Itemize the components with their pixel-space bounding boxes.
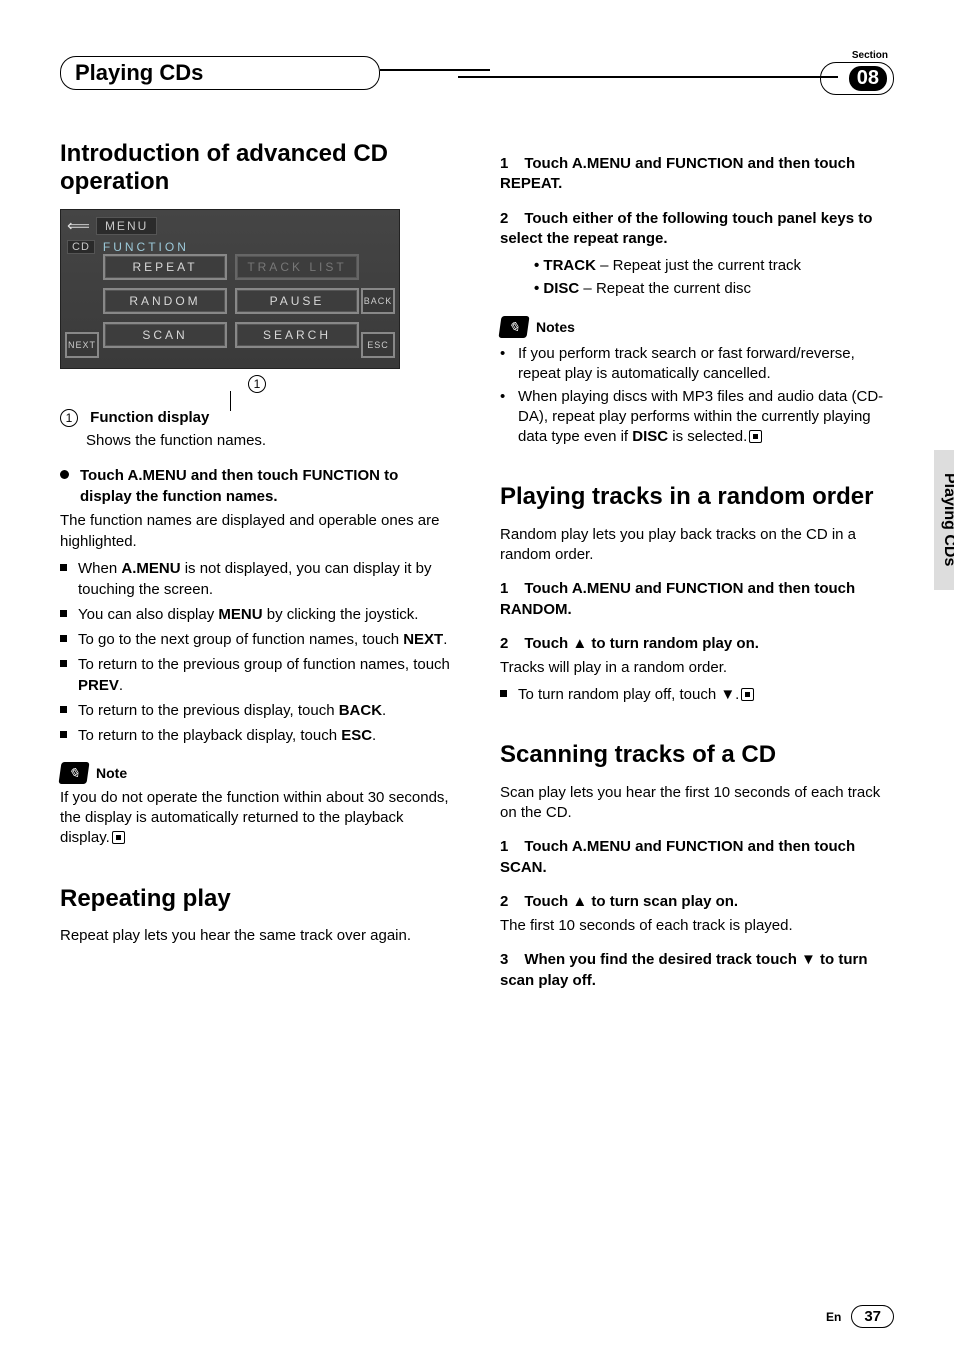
callout: 1 [60, 375, 454, 393]
step-text: Touch A.MENU and FUNCTION and then touch… [500, 580, 855, 617]
footer-page-number: 37 [851, 1305, 894, 1328]
bullet-item: To go to the next group of function name… [60, 629, 454, 650]
random-step-1: 1Touch A.MENU and FUNCTION and then touc… [500, 579, 894, 620]
scan-step-2-body: The first 10 seconds of each track is pl… [500, 916, 894, 936]
scan-body: Scan play lets you hear the first 10 sec… [500, 783, 894, 824]
end-mark-icon [112, 831, 125, 844]
step-text: Touch ▲ to turn scan play on. [524, 893, 738, 910]
footer-lang: En [826, 1310, 841, 1324]
note-header: ✎ Note [60, 762, 454, 784]
callout-number: 1 [248, 375, 266, 393]
note-item: When playing discs with MP3 files and au… [500, 387, 894, 448]
repeat-step-1: 1Touch A.MENU and FUNCTION and then touc… [500, 154, 894, 195]
repeat-options: TRACK – Repeat just the current track DI… [534, 255, 894, 300]
step-text: Touch A.MENU and FUNCTION and then touch… [500, 838, 855, 875]
repeating-body: Repeat play lets you hear the same track… [60, 926, 454, 946]
display-pause-button: PAUSE [235, 288, 359, 314]
repeat-step-2: 2Touch either of the following touch pan… [500, 209, 894, 250]
intro-heading: Introduction of advanced CD operation [60, 140, 454, 195]
repeating-heading: Repeating play [60, 885, 454, 913]
end-mark-icon [741, 688, 754, 701]
notes-header: ✎ Notes [500, 316, 894, 338]
option-desc: Repeat just the current track [613, 257, 801, 274]
note-icon: ✎ [498, 316, 529, 338]
scan-heading: Scanning tracks of a CD [500, 741, 894, 769]
display-source-label: CD [67, 240, 95, 254]
scan-step-1: 1Touch A.MENU and FUNCTION and then touc… [500, 837, 894, 878]
step-text: Touch either of the following touch pane… [500, 210, 872, 247]
left-column: Introduction of advanced CD operation ⟸ … [60, 140, 454, 991]
bullet-item: To return to the previous display, touch… [60, 700, 454, 721]
function-display-item: 1 Function display [60, 409, 454, 427]
random-heading: Playing tracks in a random order [500, 483, 894, 511]
display-repeat-button: REPEAT [103, 254, 227, 280]
option-label: DISC [543, 280, 579, 297]
notes-title: Notes [536, 319, 575, 335]
scan-step-2: 2Touch ▲ to turn scan play on. [500, 892, 894, 912]
bullet-item: To return to the playback display, touch… [60, 725, 454, 746]
callout-leader [230, 391, 231, 411]
lead-body: The function names are displayed and ope… [60, 511, 454, 552]
right-column: 1Touch A.MENU and FUNCTION and then touc… [500, 140, 894, 991]
bullet-item: To turn random play off, touch ▼. [500, 684, 894, 705]
random-step-2: 2Touch ▲ to turn random play on. [500, 634, 894, 654]
page: Playing CDs Section 08 Introduction of a… [0, 0, 954, 1352]
note-title: Note [96, 765, 127, 781]
function-desc: Shows the function names. [86, 431, 454, 451]
side-tab-label: Playing CDs [940, 473, 954, 566]
function-display-screenshot: ⟸ MENU CD FUNCTION REPEAT TRACK LIST RA [60, 209, 400, 369]
display-button-grid: REPEAT TRACK LIST RANDOM PAUSE SCAN SEAR… [103, 254, 359, 356]
instruction-bullets: When A.MENU is not displayed, you can di… [60, 558, 454, 746]
function-title: Function display [90, 409, 209, 426]
bullet-item: When A.MENU is not displayed, you can di… [60, 558, 454, 600]
display-menu-label: MENU [96, 217, 157, 235]
note-icon: ✎ [58, 762, 89, 784]
repeat-option: TRACK – Repeat just the current track [534, 255, 894, 278]
end-mark-icon [749, 430, 762, 443]
display-search-button: SEARCH [235, 322, 359, 348]
section-number: 08 [849, 66, 887, 91]
display-wrapper: ⟸ MENU CD FUNCTION REPEAT TRACK LIST RA [60, 209, 454, 393]
display-function-label: FUNCTION [103, 240, 189, 254]
function-number: 1 [60, 409, 78, 427]
side-tab: Playing CDs [934, 450, 954, 590]
option-label: TRACK [543, 257, 596, 274]
bullet-item: You can also display MENU by clicking th… [60, 604, 454, 625]
repeat-option: DISC – Repeat the current disc [534, 278, 894, 301]
note-body: If you do not operate the function withi… [60, 788, 454, 849]
display-tracklist-button: TRACK LIST [235, 254, 359, 280]
option-desc: Repeat the current disc [596, 280, 751, 297]
display-next-button: NEXT [65, 332, 99, 358]
step-text: Touch ▲ to turn random play on. [524, 635, 759, 652]
random-body: Random play lets you play back tracks on… [500, 525, 894, 566]
bullet-item: To return to the previous group of funct… [60, 654, 454, 696]
title-rule [380, 69, 490, 71]
page-footer: En 37 [826, 1305, 894, 1328]
page-header: Playing CDs Section 08 [60, 50, 894, 100]
display-esc-button: ESC [361, 332, 395, 358]
notes-list: If you perform track search or fast forw… [500, 344, 894, 447]
step-text: Touch A.MENU and FUNCTION and then touch… [500, 155, 855, 192]
return-icon: ⟸ [67, 216, 90, 236]
step-text: When you find the desired track touch ▼ … [500, 951, 868, 988]
section-label: Section [852, 50, 888, 61]
bullet-text: To turn random play off, touch ▼. [518, 686, 739, 703]
columns: Introduction of advanced CD operation ⟸ … [60, 140, 894, 991]
section-pill: 08 [820, 62, 894, 95]
display-scan-button: SCAN [103, 322, 227, 348]
title-pill: Playing CDs [60, 56, 380, 90]
display-back-button: BACK [361, 288, 395, 314]
scan-step-3: 3When you find the desired track touch ▼… [500, 950, 894, 991]
page-title: Playing CDs [75, 60, 203, 85]
display-random-button: RANDOM [103, 288, 227, 314]
section-rule [458, 76, 838, 78]
random-bullet: To turn random play off, touch ▼. [500, 684, 894, 705]
note-item: If you perform track search or fast forw… [500, 344, 894, 385]
lead-instruction: Touch A.MENU and then touch FUNCTION to … [60, 465, 454, 507]
random-step-2-body: Tracks will play in a random order. [500, 658, 894, 678]
